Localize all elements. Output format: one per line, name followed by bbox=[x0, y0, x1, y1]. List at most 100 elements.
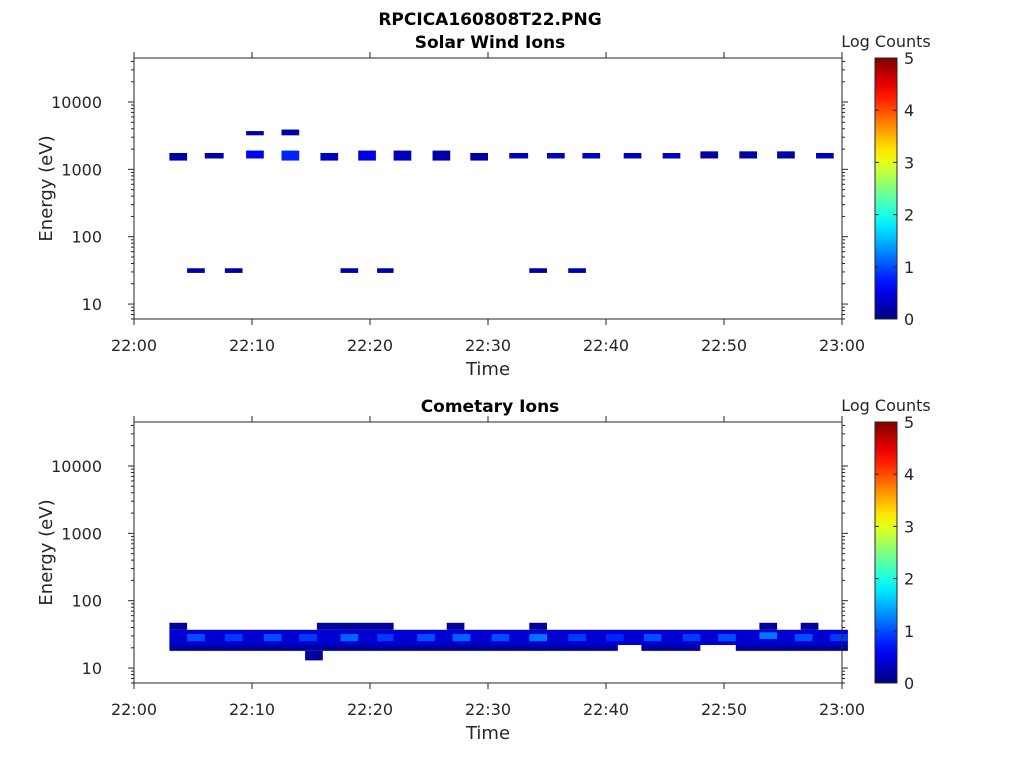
x-tick-label: 23:00 bbox=[819, 336, 865, 355]
heatmap-cell bbox=[417, 634, 435, 642]
heatmap-cell bbox=[316, 622, 394, 630]
heatmap-cell bbox=[281, 129, 300, 136]
y-tick-label: 10000 bbox=[51, 457, 102, 476]
figure-title: RPCICA160808T22.PNG bbox=[378, 10, 601, 30]
x-tick-label: 22:30 bbox=[465, 700, 511, 719]
colorbar-gradient bbox=[874, 57, 898, 320]
heatmap-cell bbox=[718, 634, 736, 642]
heatmap-cell bbox=[246, 150, 264, 159]
colorbar-tick-label: 5 bbox=[904, 413, 914, 432]
x-tick-label: 22:30 bbox=[465, 336, 511, 355]
heatmap-cell bbox=[816, 152, 834, 159]
heatmap-cell bbox=[662, 152, 681, 159]
heatmap-cell bbox=[491, 634, 510, 642]
plot-frame bbox=[133, 57, 843, 320]
colorbar-tick-label: 4 bbox=[904, 465, 914, 484]
heatmap-cell bbox=[529, 268, 547, 273]
heatmap-cell bbox=[735, 644, 848, 651]
y-axis-label: Energy (eV) bbox=[36, 499, 57, 605]
heatmap-cells bbox=[169, 129, 834, 273]
colorbar-tick-label: 1 bbox=[904, 258, 914, 277]
colorbar-tick-label: 4 bbox=[904, 101, 914, 120]
heatmap-cell bbox=[682, 634, 701, 642]
heatmap-cell bbox=[830, 634, 848, 642]
heatmap-cell bbox=[759, 622, 778, 630]
heatmap-cell bbox=[582, 152, 601, 159]
heatmap-cell bbox=[739, 151, 758, 159]
heatmap-cell bbox=[529, 634, 547, 642]
y-axis-label: Energy (eV) bbox=[36, 135, 57, 241]
heatmap-cell bbox=[263, 634, 282, 642]
heatmap-cell bbox=[305, 650, 323, 661]
heatmap-cell bbox=[169, 152, 188, 161]
heatmap-cell bbox=[187, 268, 205, 273]
heatmap-cell bbox=[204, 152, 224, 159]
heatmap-cells bbox=[169, 622, 848, 661]
heatmap-cell bbox=[432, 150, 451, 161]
heatmap-cell bbox=[246, 131, 264, 136]
heatmap-cell bbox=[529, 622, 547, 630]
colorbar-tick-label: 3 bbox=[904, 517, 914, 536]
colorbar-tick-label: 0 bbox=[904, 310, 914, 329]
x-tick-label: 22:50 bbox=[701, 700, 747, 719]
x-tick-label: 22:10 bbox=[229, 336, 275, 355]
colorbar-label: Log Counts bbox=[841, 396, 931, 415]
x-tick-label: 22:00 bbox=[111, 336, 157, 355]
heatmap-cell bbox=[340, 268, 359, 273]
heatmap-cell bbox=[187, 634, 205, 642]
heatmap-cell bbox=[700, 151, 719, 159]
x-tick-label: 22:40 bbox=[583, 336, 629, 355]
panel-2: 22:00 22:10 22:20 22:30 22:40 22:50 23:0010100… bbox=[36, 396, 931, 744]
y-tick-label: 10 bbox=[82, 295, 102, 314]
y-tick-label: 1000 bbox=[61, 524, 102, 543]
heatmap-cell bbox=[623, 152, 642, 159]
heatmap-cell bbox=[224, 268, 243, 273]
heatmap-cell bbox=[377, 634, 394, 642]
panel-1: 22:00 22:10 22:20 22:30 22:40 22:50 23:0010100… bbox=[36, 32, 931, 380]
heatmap-cell bbox=[777, 151, 795, 159]
heatmap-cell bbox=[224, 634, 243, 642]
heatmap-cell bbox=[320, 152, 339, 161]
y-tick-label: 100 bbox=[71, 228, 102, 247]
heatmap-cell bbox=[606, 634, 624, 642]
heatmap-cell bbox=[643, 634, 662, 642]
colorbar-label: Log Counts bbox=[841, 32, 931, 51]
heatmap-cell bbox=[470, 152, 488, 161]
x-tick-label: 22:20 bbox=[347, 700, 393, 719]
y-tick-label: 10 bbox=[82, 659, 102, 678]
heatmap-cell bbox=[377, 268, 394, 273]
x-axis-label: Time bbox=[465, 723, 510, 744]
heatmap-cell bbox=[340, 634, 359, 642]
panel-title: Cometary Ions bbox=[421, 397, 560, 417]
heatmap-cell bbox=[800, 622, 819, 630]
x-tick-label: 22:20 bbox=[347, 336, 393, 355]
heatmap-cell bbox=[299, 634, 317, 642]
heatmap-cell bbox=[281, 150, 300, 161]
heatmap-cell bbox=[509, 152, 529, 159]
colorbar-tick-label: 0 bbox=[904, 674, 914, 693]
x-tick-label: 22:00 bbox=[111, 700, 157, 719]
heatmap-cell bbox=[358, 150, 376, 161]
x-tick-label: 22:40 bbox=[583, 700, 629, 719]
y-tick-label: 10000 bbox=[51, 93, 102, 112]
colorbar-tick-label: 1 bbox=[904, 622, 914, 641]
panel-title: Solar Wind Ions bbox=[415, 33, 566, 53]
colorbar-tick-label: 2 bbox=[904, 570, 914, 589]
heatmap-cell bbox=[169, 622, 188, 630]
heatmap-cell bbox=[169, 644, 618, 651]
x-tick-label: 23:00 bbox=[819, 700, 865, 719]
heatmap-cell bbox=[641, 644, 701, 651]
colorbar-gradient bbox=[874, 421, 898, 684]
heatmap-cell bbox=[393, 150, 412, 161]
colorbar-tick-label: 3 bbox=[904, 153, 914, 172]
x-tick-label: 22:50 bbox=[701, 336, 747, 355]
heatmap-cell bbox=[547, 152, 565, 159]
x-axis-label: Time bbox=[465, 359, 510, 380]
x-tick-label: 22:10 bbox=[229, 700, 275, 719]
y-tick-label: 100 bbox=[71, 592, 102, 611]
heatmap-cell bbox=[568, 634, 586, 642]
heatmap-cell bbox=[794, 634, 813, 642]
heatmap-cell bbox=[568, 268, 586, 273]
